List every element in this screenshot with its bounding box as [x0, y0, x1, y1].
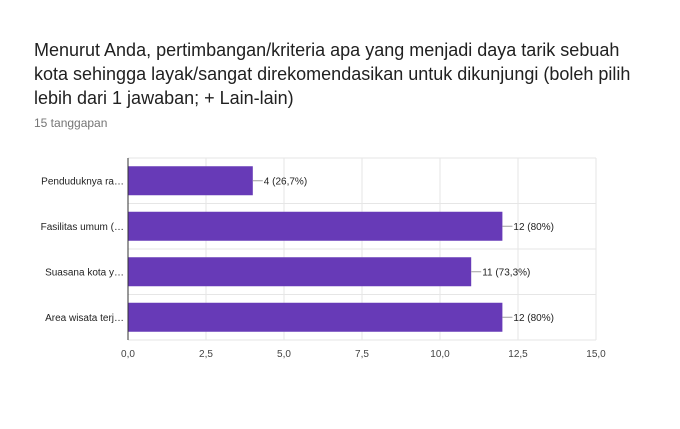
labels: 0,0 2,5 5,0 7,5 10,0 12,5 15,0 Penduduknya ra… 4…: [41, 158, 606, 360]
data-label: 11 (73,3%): [482, 267, 530, 278]
grid-lines: [127, 157, 597, 341]
bar: [128, 211, 503, 241]
bar: [128, 302, 503, 332]
x-tick-label: 2,5: [199, 349, 213, 360]
x-tick-label: 15,0: [586, 349, 606, 360]
question-title: Menurut Anda, pertimbangan/kriteria apa …: [34, 40, 631, 108]
category-label: Suasana kota y…: [45, 267, 124, 278]
x-tick-label: 0,0: [121, 349, 135, 360]
x-tick-label: 10,0: [430, 349, 450, 360]
x-tick-label: 12,5: [508, 349, 528, 360]
bar: [128, 166, 253, 196]
response-count: 15 tanggapan: [34, 116, 108, 130]
category-label: Fasilitas umum (…: [41, 222, 124, 233]
data-label: 12 (80%): [513, 222, 554, 233]
data-label: 4 (26,7%): [264, 176, 307, 187]
data-label: 12 (80%): [513, 313, 554, 324]
x-tick-label: 7,5: [355, 349, 369, 360]
bar: [128, 257, 472, 287]
category-label: Area wisata terj…: [45, 313, 124, 324]
category-label: Penduduknya ra…: [41, 176, 124, 187]
bars: [128, 166, 503, 332]
x-tick-label: 5,0: [277, 349, 291, 360]
